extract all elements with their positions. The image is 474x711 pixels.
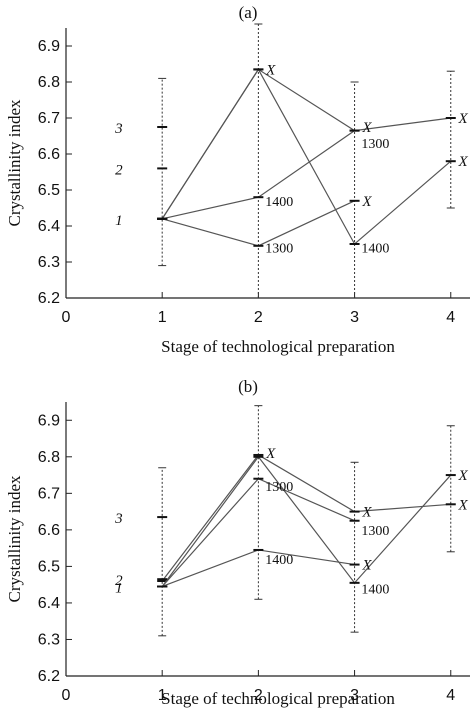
x-tick-label: 1 — [158, 309, 167, 326]
y-tick-label: 6.2 — [38, 668, 60, 685]
x-tick-label: 0 — [62, 687, 71, 704]
x-annotation: X — [361, 120, 372, 136]
y-tick-label: 6.5 — [38, 558, 60, 575]
y-tick-label: 6.9 — [38, 38, 60, 55]
y-axis-label: Crystallinity index — [5, 99, 24, 227]
x-annotation: X — [361, 505, 372, 521]
temperature-annotation: 1300 — [361, 137, 389, 152]
temperature-annotation: 1300 — [265, 480, 293, 495]
series-line — [161, 68, 451, 220]
y-tick-label: 6.8 — [38, 449, 60, 466]
y-tick-label: 6.2 — [38, 290, 60, 307]
y-tick-label: 6.4 — [38, 595, 60, 612]
stage1-label: 3 — [114, 121, 123, 137]
x-axis-label: Stage of technological preparation — [161, 337, 395, 356]
series-line — [161, 455, 452, 587]
stage1-label: 2 — [115, 162, 123, 178]
temperature-annotation: 1400 — [361, 242, 389, 257]
panel-a: (a) 6.2 6.3 6.4 6.5 6.6 6.7 6.8 6.9 0 1 2 3 4 Stage of… — [5, 3, 470, 356]
series-line — [161, 68, 452, 245]
x-tick-label: 2 — [254, 687, 263, 704]
x-annotation: X — [265, 446, 276, 462]
y-tick-label: 6.6 — [38, 522, 60, 539]
temperature-annotation: 1400 — [361, 582, 389, 597]
x-annotation: X — [361, 194, 372, 210]
y-tick-label: 6.8 — [38, 74, 60, 91]
temperature-annotation: 1400 — [265, 553, 293, 568]
x-tick-label: 2 — [254, 309, 263, 326]
y-tick-label: 6.4 — [38, 218, 60, 235]
x-annotation: X — [458, 111, 469, 127]
stage1-label: 3 — [114, 511, 123, 527]
x-annotation: X — [361, 558, 372, 574]
panel-title: (b) — [238, 377, 258, 396]
x-annotation: X — [458, 497, 469, 513]
y-tick-label: 6.5 — [38, 182, 60, 199]
y-tick-label: 6.3 — [38, 254, 60, 271]
stage1-label: 1 — [115, 580, 123, 596]
panel-title: (a) — [239, 3, 258, 22]
x-tick-label: 3 — [350, 309, 359, 326]
y-tick-label: 6.7 — [38, 485, 60, 502]
x-annotation: X — [458, 468, 469, 484]
temperature-annotation: 1400 — [265, 195, 293, 210]
x-tick-label: 4 — [446, 309, 455, 326]
series-line — [161, 549, 355, 588]
y-tick-label: 6.9 — [38, 412, 60, 429]
y-tick-label: 6.3 — [38, 631, 60, 648]
temperature-annotation: 1300 — [265, 242, 293, 257]
y-axis-label: Crystallinity index — [5, 475, 24, 603]
series-line — [161, 454, 451, 582]
stage1-label: 2 — [115, 573, 123, 589]
x-axis-label: Stage of technological preparation — [161, 689, 395, 708]
stage1-label: 1 — [115, 213, 123, 229]
series-line — [162, 200, 355, 247]
x-annotation: X — [265, 62, 276, 78]
y-tick-label: 6.7 — [38, 110, 60, 127]
x-annotation: X — [458, 154, 469, 170]
x-tick-label: 0 — [62, 309, 71, 326]
temperature-annotation: 1300 — [361, 524, 389, 539]
x-tick-label: 4 — [446, 687, 455, 704]
y-tick-label: 6.6 — [38, 146, 60, 163]
x-tick-label: 3 — [350, 687, 359, 704]
x-tick-label: 1 — [158, 687, 167, 704]
